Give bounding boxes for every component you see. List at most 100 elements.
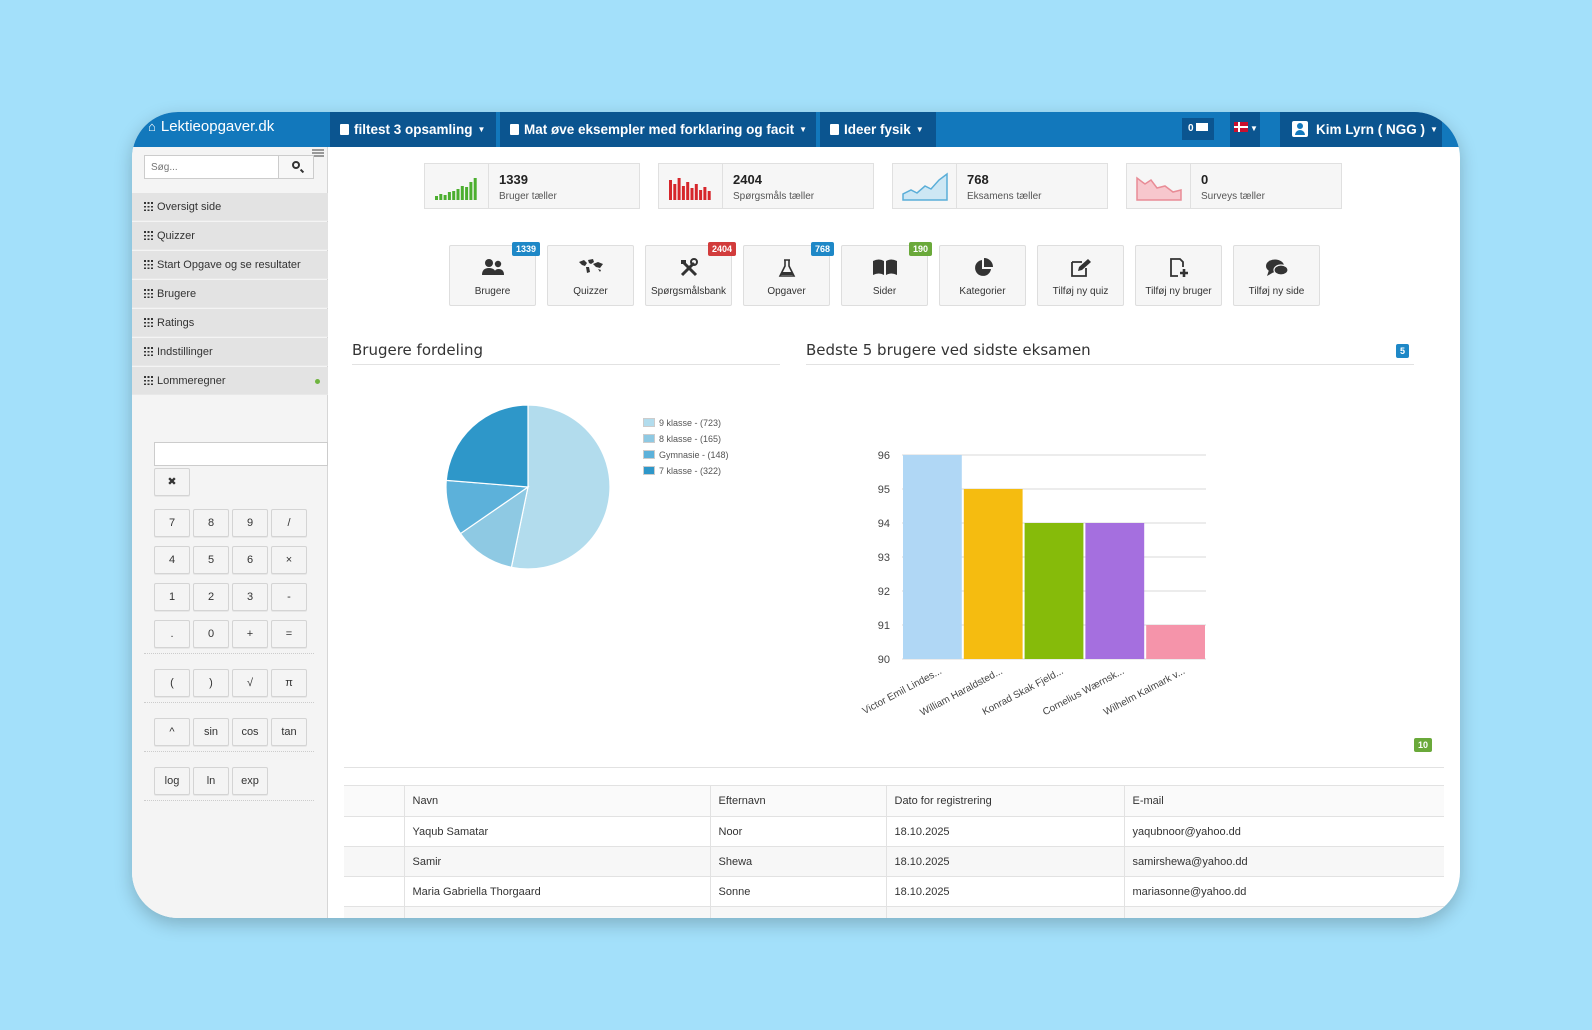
nav-tab-ideer-fysik[interactable]: Ideer fysik ▼ bbox=[820, 112, 936, 147]
shortcut-tilfoej-quiz[interactable]: Tilføj ny quiz bbox=[1037, 245, 1124, 306]
calc-key[interactable]: 8 bbox=[193, 509, 229, 537]
column-header-email[interactable]: E-mail bbox=[1123, 785, 1444, 817]
shortcut-sider[interactable]: Sider 190 bbox=[841, 242, 932, 306]
bar[interactable] bbox=[1146, 625, 1205, 659]
shortcut-kategorier[interactable]: Kategorier bbox=[939, 245, 1026, 306]
calc-key[interactable]: 5 bbox=[193, 546, 229, 574]
calc-key[interactable]: 7 bbox=[154, 509, 190, 537]
stat-label: Surveys tæller bbox=[1201, 191, 1265, 202]
sparkbar bbox=[677, 178, 681, 200]
sparkbar bbox=[435, 196, 438, 200]
legend-swatch bbox=[643, 450, 655, 459]
document-icon bbox=[340, 124, 349, 135]
shortcut-label: Tilføj ny bruger bbox=[1145, 286, 1212, 297]
table-cell bbox=[344, 906, 404, 918]
calc-key[interactable]: × bbox=[271, 546, 307, 574]
table-cell: yaqubnoor@yahoo.dd bbox=[1123, 816, 1444, 847]
calc-key[interactable]: 1 bbox=[154, 583, 190, 611]
sparkbar bbox=[473, 178, 477, 200]
shortcut-brugere[interactable]: Brugere 1339 bbox=[449, 242, 540, 306]
calc-key[interactable]: + bbox=[232, 620, 268, 648]
table-row[interactable]: Maria Gabriella Thorgaard Sonne 18.10.2025… bbox=[344, 876, 1444, 907]
brand-link[interactable]: ⌂ Lektieopgaver.dk bbox=[148, 112, 274, 145]
search-input[interactable] bbox=[145, 156, 279, 178]
nav-tab-mat-eksempler[interactable]: Mat øve eksempler med forklaring og faci… bbox=[500, 112, 816, 147]
sidebar-item-quizzer[interactable]: Quizzer bbox=[132, 222, 328, 250]
shortcut-tilfoej-bruger[interactable]: Tilføj ny bruger bbox=[1135, 245, 1222, 306]
bar[interactable] bbox=[903, 455, 962, 659]
y-tick-label: 92 bbox=[878, 586, 890, 598]
calc-key[interactable]: 2 bbox=[193, 583, 229, 611]
table-cell: Noor bbox=[709, 816, 886, 847]
calc-key[interactable]: sin bbox=[193, 718, 229, 746]
calc-key[interactable]: 4 bbox=[154, 546, 190, 574]
table-cell bbox=[885, 906, 1124, 918]
calc-key[interactable]: = bbox=[271, 620, 307, 648]
calc-clear-button[interactable]: ✖ bbox=[154, 468, 190, 496]
pie-slice[interactable] bbox=[510, 404, 611, 570]
column-header-navn[interactable]: Navn bbox=[403, 785, 710, 817]
calc-key[interactable]: cos bbox=[232, 718, 268, 746]
table-row[interactable]: Yaqub Samatar Noor 18.10.2025 yaqubnoor@yah… bbox=[344, 816, 1444, 847]
search-button[interactable] bbox=[279, 156, 313, 178]
calc-key[interactable]: - bbox=[271, 583, 307, 611]
shortcut-badge: 2404 bbox=[707, 242, 736, 256]
sidebar-item-brugere[interactable]: Brugere bbox=[132, 280, 328, 308]
divider bbox=[344, 767, 1444, 768]
pie-slice[interactable] bbox=[445, 404, 529, 488]
sidebar-item-indstillinger[interactable]: Indstillinger bbox=[132, 338, 328, 366]
calculator-display[interactable] bbox=[154, 442, 328, 466]
calc-key[interactable]: ( bbox=[154, 669, 190, 697]
divider bbox=[806, 364, 1414, 365]
sidebar-item-ratings[interactable]: Ratings bbox=[132, 309, 328, 337]
language-dropdown[interactable]: ▼ bbox=[1230, 112, 1260, 147]
document-icon bbox=[830, 124, 839, 135]
calc-key[interactable]: / bbox=[271, 509, 307, 537]
calc-key[interactable]: log bbox=[154, 767, 190, 795]
user-menu[interactable]: Kim Lyrn ( NGG ) ▼ bbox=[1280, 112, 1442, 147]
column-header-dato[interactable]: Dato for registrering bbox=[885, 785, 1124, 817]
column-header-efternavn[interactable]: Efternavn bbox=[709, 785, 886, 817]
calc-key[interactable]: 9 bbox=[232, 509, 268, 537]
shortcut-spoergsmaalsbank[interactable]: Spørgsmålsbank 2404 bbox=[645, 242, 736, 306]
shortcut-quizzer[interactable]: Quizzer bbox=[547, 245, 634, 306]
shortcut-badge: 1339 bbox=[511, 242, 540, 256]
calc-key[interactable]: π bbox=[271, 669, 307, 697]
calc-key[interactable]: . bbox=[154, 620, 190, 648]
grid-icon bbox=[144, 318, 153, 327]
shortcut-tilfoej-side[interactable]: Tilføj ny side bbox=[1233, 245, 1320, 306]
pie-slice[interactable] bbox=[459, 485, 529, 569]
bar[interactable] bbox=[1024, 523, 1084, 659]
table-row[interactable]: Samir Shewa 18.10.2025 samirshewa@yahoo.dd bbox=[344, 846, 1444, 877]
sidebar-item-lommeregner[interactable]: Lommeregner bbox=[132, 367, 328, 395]
sidebar-item-start-opgave[interactable]: Start Opgave og se resultater bbox=[132, 251, 328, 279]
add-file-icon bbox=[1136, 258, 1221, 278]
sparkbar bbox=[460, 186, 464, 200]
sidebar-item-oversigt[interactable]: Oversigt side bbox=[132, 193, 328, 221]
calc-key[interactable]: ) bbox=[193, 669, 229, 697]
table-cell bbox=[344, 876, 404, 907]
bar[interactable] bbox=[1085, 523, 1145, 659]
calc-key[interactable]: √ bbox=[232, 669, 268, 697]
legend-swatch bbox=[643, 466, 655, 475]
shortcut-opgaver[interactable]: Opgaver 768 bbox=[743, 242, 834, 306]
y-tick-label: 95 bbox=[878, 484, 890, 496]
bar[interactable] bbox=[963, 489, 1023, 659]
calc-key[interactable]: 3 bbox=[232, 583, 268, 611]
legend-label: Gymnasie - (148) bbox=[659, 450, 729, 460]
calc-key[interactable]: ln bbox=[193, 767, 229, 795]
calc-key[interactable]: 6 bbox=[232, 546, 268, 574]
calc-key[interactable]: 0 bbox=[193, 620, 229, 648]
calc-key[interactable]: exp bbox=[232, 767, 268, 795]
stat-bruger: 1339 Bruger tæller bbox=[424, 163, 640, 209]
y-tick-label: 94 bbox=[878, 518, 890, 530]
mail-button[interactable]: 0 bbox=[1182, 118, 1214, 140]
shortcut-label: Opgaver bbox=[767, 286, 806, 297]
caret-down-icon: ▼ bbox=[1250, 124, 1258, 133]
grid-icon bbox=[144, 260, 153, 269]
sidebar-collapse-icon[interactable] bbox=[312, 149, 324, 157]
table-row[interactable] bbox=[344, 906, 1444, 918]
nav-tab-filtest[interactable]: filtest 3 opsamling ▼ bbox=[330, 112, 496, 147]
calc-key[interactable]: tan bbox=[271, 718, 307, 746]
calc-key[interactable]: ^ bbox=[154, 718, 190, 746]
